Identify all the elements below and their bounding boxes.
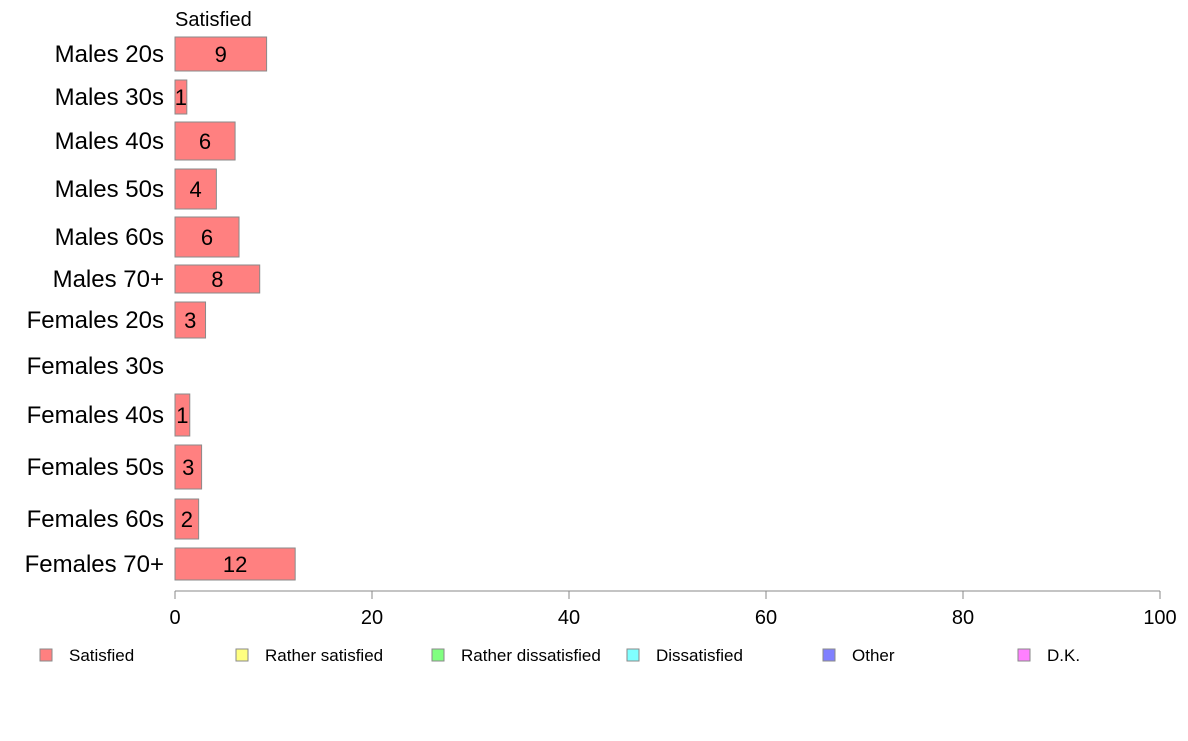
category-label: Females 70+	[25, 551, 164, 578]
legend-swatch	[235, 648, 249, 662]
chart-title: Satisfied	[175, 9, 252, 31]
category-labels: Males 20s Males 30s Males 40s Males 50s Male…	[25, 41, 164, 578]
category-label: Males 30s	[55, 84, 164, 111]
legend-label: Satisfied	[69, 646, 134, 665]
bar-males-50s-satisfied	[174, 168, 217, 210]
bar-females-40s-satisfied	[174, 393, 191, 437]
bar-value-label: 3	[184, 308, 196, 333]
legend-label: D.K.	[1047, 646, 1080, 665]
bar-females-50s-satisfied	[174, 444, 203, 490]
bar-males-60s-satisfied	[174, 216, 240, 258]
bar-value-label: 12	[223, 552, 247, 577]
category-label: Females 40s	[27, 402, 164, 429]
category-label: Females 30s	[27, 353, 164, 380]
x-tick-label: 20	[361, 607, 383, 629]
legend-label: Other	[852, 646, 895, 665]
legend-label: Dissatisfied	[656, 646, 743, 665]
bar-males-20s-satisfied	[174, 36, 268, 72]
bar-females-70--satisfied	[174, 547, 296, 581]
x-tick-label: 80	[952, 607, 974, 629]
category-label: Males 70+	[53, 266, 164, 293]
legend-label: Rather dissatisfied	[461, 646, 601, 665]
bar-value-label: 8	[211, 267, 223, 292]
bar-females-20s-satisfied	[174, 301, 207, 339]
x-tick-label: 40	[558, 607, 580, 629]
x-axis: 0 20 40 60 80 100	[169, 590, 1177, 629]
category-label: Males 40s	[55, 128, 164, 155]
bar-males-70--satisfied	[174, 264, 261, 294]
bar-value-label: 3	[182, 455, 194, 480]
x-tick-label: 60	[755, 607, 777, 629]
category-label: Males 20s	[55, 41, 164, 68]
bar-males-40s-satisfied	[174, 121, 236, 161]
bar-value-label: 1	[176, 403, 188, 428]
bar-value-label: 1	[175, 85, 187, 110]
x-tick-label: 0	[169, 607, 180, 629]
bar-value-label: 9	[215, 42, 227, 67]
bar-value-label: 2	[181, 507, 193, 532]
category-label: Females 50s	[27, 454, 164, 481]
bar-value-label: 4	[190, 177, 202, 202]
bar-males-30s-satisfied	[174, 79, 188, 115]
bar-females-60s-satisfied	[174, 498, 200, 540]
category-label: Females 60s	[27, 506, 164, 533]
category-label: Females 20s	[27, 307, 164, 334]
legend-swatch	[626, 648, 640, 662]
legend-swatch	[822, 648, 836, 662]
category-label: Males 60s	[55, 224, 164, 251]
legend-swatch	[39, 648, 53, 662]
legend-label: Rather satisfied	[265, 646, 383, 665]
category-label: Males 50s	[55, 176, 164, 203]
legend-swatch	[431, 648, 445, 662]
bar-value-label: 6	[199, 129, 211, 154]
bar-value-label: 6	[201, 225, 213, 250]
x-tick-label: 100	[1143, 607, 1176, 629]
legend: Satisfied Rather satisfied Rather dissatis…	[39, 646, 1080, 665]
legend-swatch	[1017, 648, 1031, 662]
